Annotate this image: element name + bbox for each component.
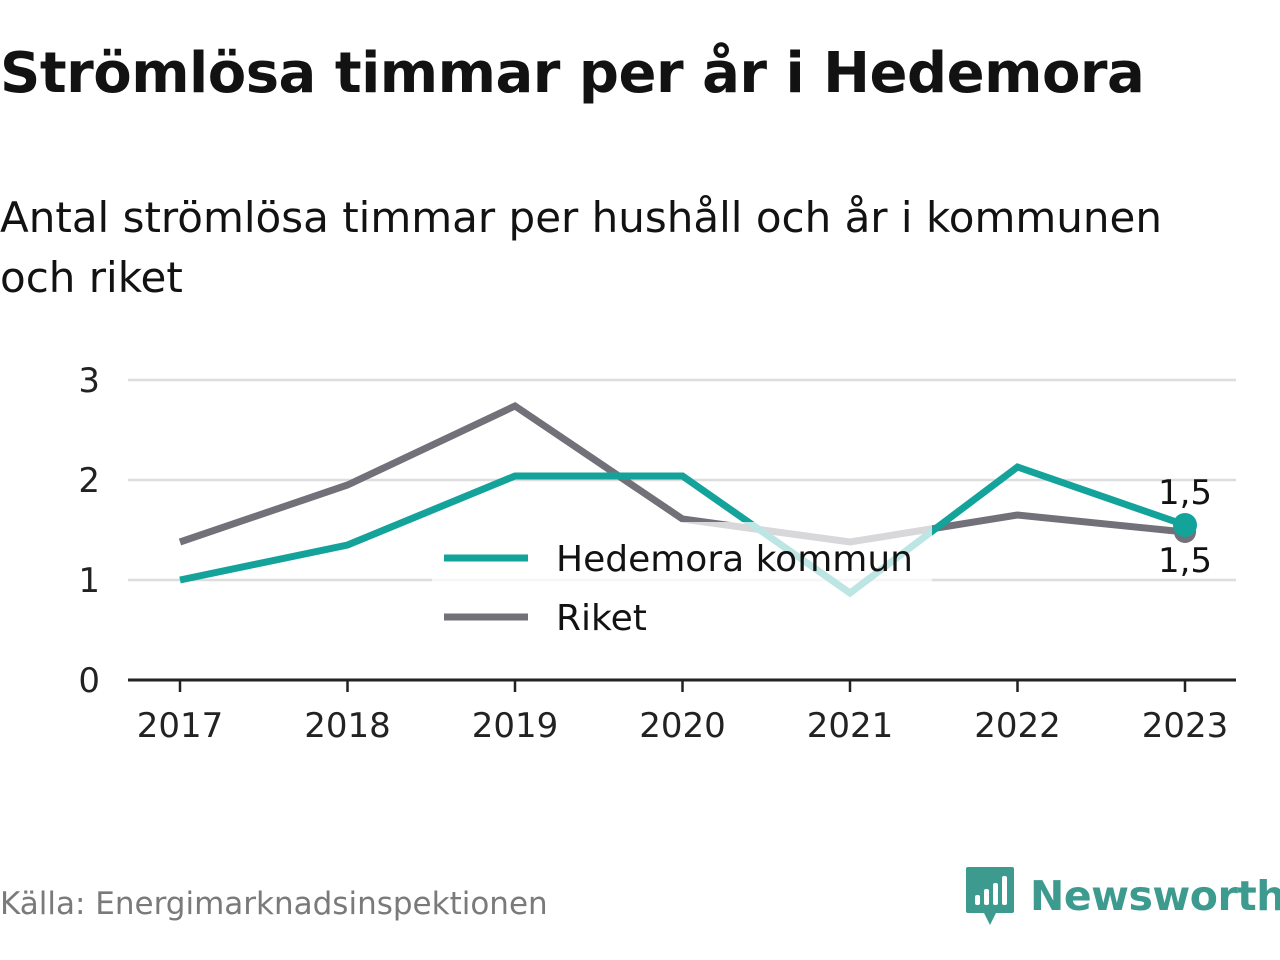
x-axis: 2017 2018 2019 2020 2021 2022 2023 xyxy=(128,678,1236,746)
legend-label: Hedemora kommun xyxy=(556,539,913,580)
x-tick-label: 2018 xyxy=(304,706,391,746)
x-tick-label: 2019 xyxy=(472,706,559,746)
legend: Hedemora kommun Riket xyxy=(432,522,932,642)
end-value-label-riket: 1,5 xyxy=(1158,541,1212,581)
x-tick-label: 2017 xyxy=(137,706,224,746)
source-note: Källa: Energimarknadsinspektionen xyxy=(0,886,548,922)
end-value-labels: 1,5 1,5 xyxy=(1158,473,1212,581)
brand-name: Newsworthy xyxy=(1030,872,1280,920)
legend-background xyxy=(432,522,932,642)
end-point-hedemora xyxy=(1173,513,1197,537)
series-line-riket xyxy=(178,401,1186,546)
x-tick-label: 2023 xyxy=(1142,706,1229,746)
legend-label: Riket xyxy=(556,598,647,639)
y-tick-label: 3 xyxy=(78,361,100,401)
series-line-hedemora xyxy=(179,463,1187,598)
chart-subtitle: Antal strömlösa timmar per hushåll och å… xyxy=(0,193,1162,302)
chart-title: Strömlösa timmar per år i Hedemora xyxy=(0,41,1145,106)
x-tick-label: 2021 xyxy=(807,706,894,746)
y-tick-label: 1 xyxy=(78,561,100,601)
y-tick-label: 2 xyxy=(78,461,100,501)
y-axis-ticks: 0 1 2 3 xyxy=(78,361,100,701)
x-tick-label: 2022 xyxy=(974,706,1061,746)
series-lines xyxy=(178,401,1187,598)
y-tick-label: 0 xyxy=(78,661,100,701)
newsworthy-logo-icon xyxy=(966,867,1014,925)
end-value-label-hedemora: 1,5 xyxy=(1158,473,1212,513)
x-tick-label: 2020 xyxy=(639,706,726,746)
line-chart: 0 1 2 3 2017 2018 2019 2020 2021 2022 2023 Hedemo… xyxy=(78,361,1236,746)
brand-logo: Newsworthy xyxy=(964,864,1280,928)
